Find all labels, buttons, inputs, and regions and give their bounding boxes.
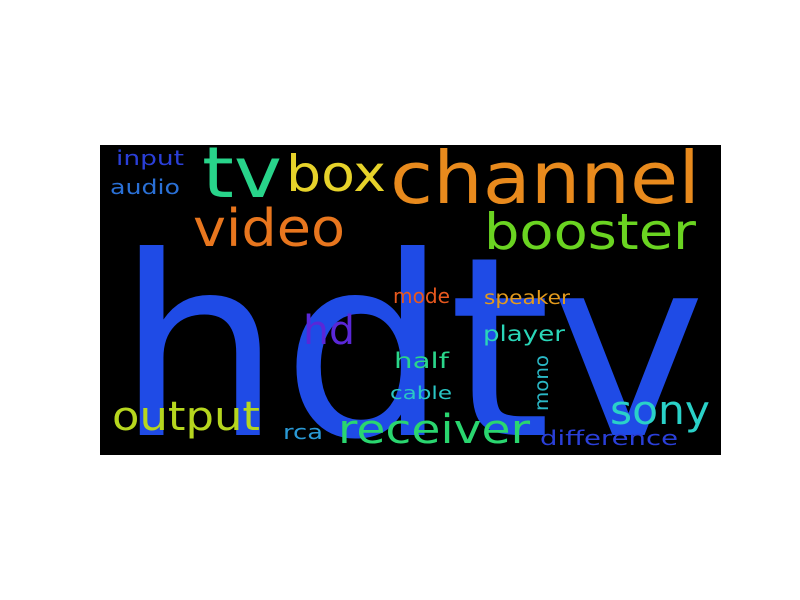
word-cable: cable <box>390 383 452 404</box>
word-half: half <box>394 349 450 373</box>
word-rca: rca <box>283 420 323 444</box>
word-cloud: hdtv channel tv box video booster hd out… <box>100 145 721 455</box>
word-difference: difference <box>540 426 678 450</box>
word-audio: audio <box>110 175 180 199</box>
word-speaker: speaker <box>484 287 570 309</box>
word-booster: booster <box>484 203 696 261</box>
word-box: box <box>286 145 386 203</box>
word-hdtv: hdtv <box>116 203 706 455</box>
word-video: video <box>193 199 345 259</box>
word-tv: tv <box>202 145 282 214</box>
word-cloud-canvas: hdtv channel tv box video booster hd out… <box>110 145 710 455</box>
word-mono: mono <box>531 355 553 411</box>
word-player: player <box>483 322 565 346</box>
word-output: output <box>112 394 260 440</box>
word-receiver: receiver <box>338 407 531 453</box>
word-channel: channel <box>390 145 700 220</box>
word-sony: sony <box>610 388 710 434</box>
word-input: input <box>116 146 184 170</box>
word-hd: hd <box>303 308 355 354</box>
word-mode: mode <box>393 284 450 308</box>
